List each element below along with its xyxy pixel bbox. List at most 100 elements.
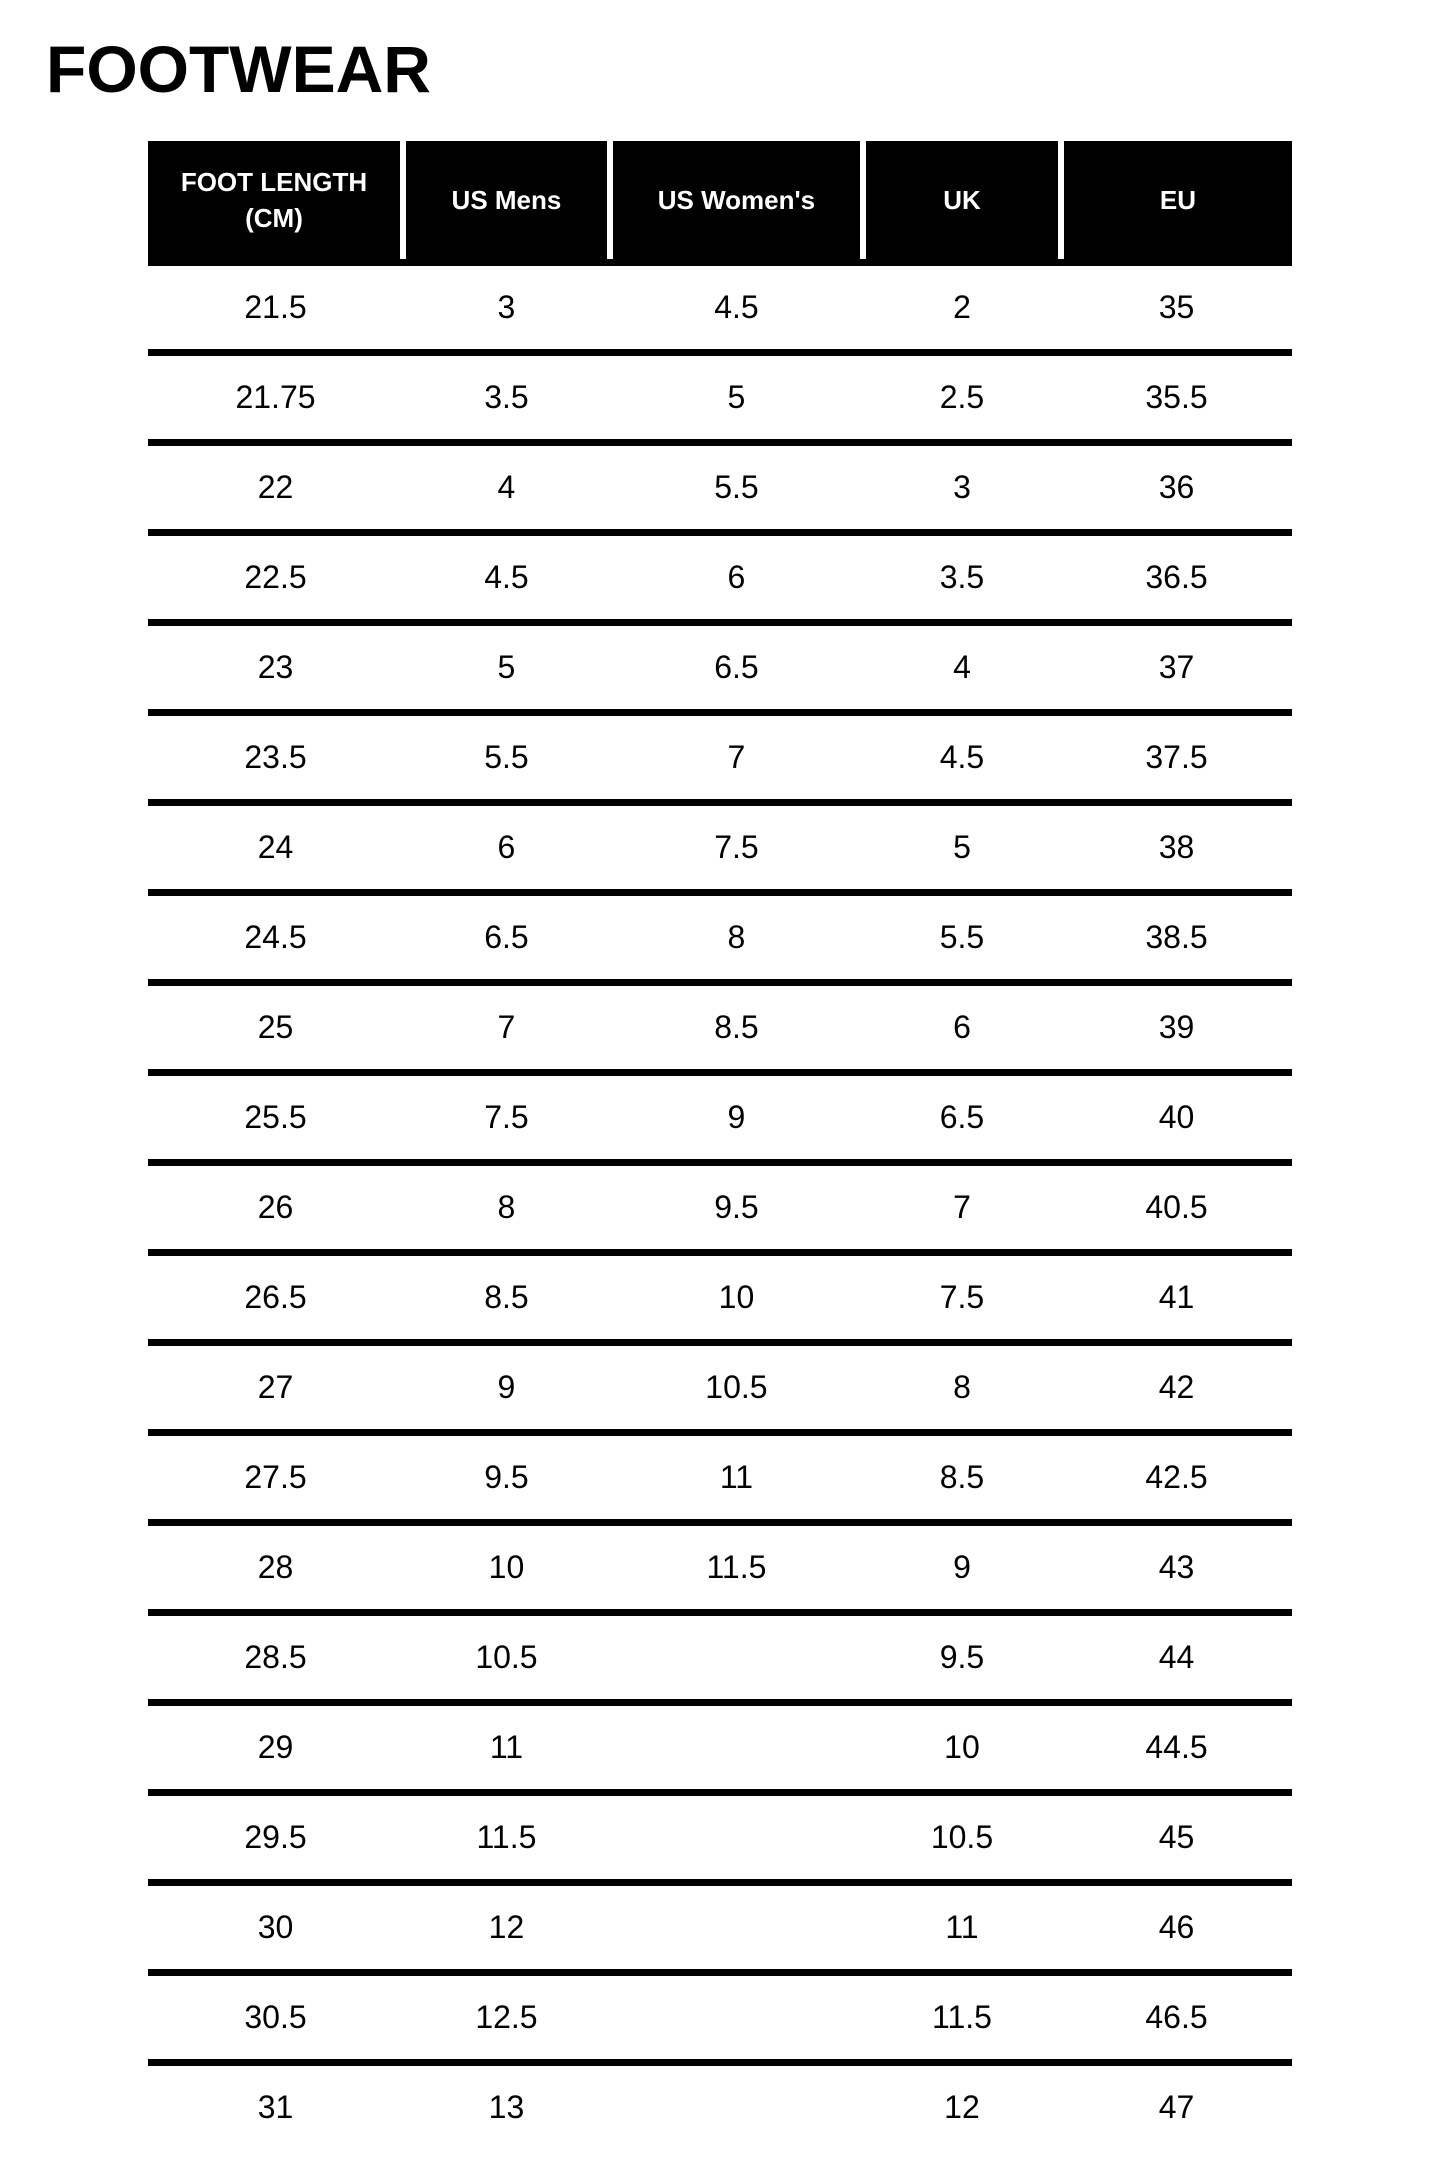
table-body: 21.5 3 4.5 2 35 21.75 3.5 5 2.5 35.5 22 4 5.5 3 36 22.5… <box>148 259 1292 2149</box>
column-header-us-mens: US Mens <box>399 141 610 264</box>
table-cell: 6 <box>402 799 610 893</box>
table-cell: 29.5 <box>148 1789 403 1883</box>
table-row: 25.5 7.5 9 6.5 40 <box>148 1069 1292 1163</box>
table-cell: 8.5 <box>402 1249 610 1343</box>
table-cell <box>609 1969 863 2063</box>
table-cell: 2 <box>862 259 1061 353</box>
table-cell: 42 <box>1060 1339 1292 1433</box>
table-cell: 11 <box>609 1429 863 1523</box>
table-row: 22 4 5.5 3 36 <box>148 439 1292 533</box>
table-cell: 44.5 <box>1060 1699 1292 1793</box>
table-row: 27 9 10.5 8 42 <box>148 1339 1292 1433</box>
table-cell: 43 <box>1060 1519 1292 1613</box>
table-cell: 9 <box>862 1519 1061 1613</box>
table-cell <box>609 2059 863 2149</box>
table-cell: 7.5 <box>402 1069 610 1163</box>
table-row: 31 13 12 47 <box>148 2059 1292 2149</box>
table-cell: 3 <box>862 439 1061 533</box>
table-cell: 37.5 <box>1060 709 1292 803</box>
table-row: 21.75 3.5 5 2.5 35.5 <box>148 349 1292 443</box>
table-cell: 10.5 <box>402 1609 610 1703</box>
table-cell: 4.5 <box>609 259 863 353</box>
table-cell: 36 <box>1060 439 1292 533</box>
table-cell: 28 <box>148 1519 403 1613</box>
table-cell: 42.5 <box>1060 1429 1292 1523</box>
table-cell: 4 <box>862 619 1061 713</box>
table-header: FOOT LENGTH (CM) US Mens US Women's UK E… <box>148 141 1292 264</box>
table-cell: 7 <box>402 979 610 1073</box>
column-header-uk: UK <box>859 141 1061 264</box>
table-cell: 44 <box>1060 1609 1292 1703</box>
table-cell: 6.5 <box>402 889 610 983</box>
column-header-eu: EU <box>1057 141 1292 264</box>
table-cell: 27 <box>148 1339 403 1433</box>
table-cell: 8.5 <box>609 979 863 1073</box>
table-row: 29 11 10 44.5 <box>148 1699 1292 1793</box>
table-cell: 39 <box>1060 979 1292 1073</box>
table-cell: 11.5 <box>402 1789 610 1883</box>
table-row: 26.5 8.5 10 7.5 41 <box>148 1249 1292 1343</box>
table-cell: 10 <box>609 1249 863 1343</box>
table-cell: 35.5 <box>1060 349 1292 443</box>
table-cell: 4 <box>402 439 610 533</box>
table-cell: 40 <box>1060 1069 1292 1163</box>
table-row: 21.5 3 4.5 2 35 <box>148 259 1292 353</box>
table-cell: 26.5 <box>148 1249 403 1343</box>
table-cell: 30 <box>148 1879 403 1973</box>
column-header-us-womens: US Women's <box>606 141 863 264</box>
table-cell: 5 <box>609 349 863 443</box>
table-cell: 2.5 <box>862 349 1061 443</box>
table-row: 28 10 11.5 9 43 <box>148 1519 1292 1613</box>
table-row: 22.5 4.5 6 3.5 36.5 <box>148 529 1292 623</box>
table-cell: 5.5 <box>862 889 1061 983</box>
table-row: 24.5 6.5 8 5.5 38.5 <box>148 889 1292 983</box>
table-cell: 3.5 <box>402 349 610 443</box>
table-cell: 38 <box>1060 799 1292 893</box>
table-cell: 36.5 <box>1060 529 1292 623</box>
table-cell: 3 <box>402 259 610 353</box>
column-header-foot-length-cm: FOOT LENGTH (CM) <box>148 141 403 264</box>
table-cell: 25.5 <box>148 1069 403 1163</box>
table-cell: 11.5 <box>862 1969 1061 2063</box>
table-row: 28.5 10.5 9.5 44 <box>148 1609 1292 1703</box>
table-cell: 11 <box>862 1879 1061 1973</box>
table-cell: 4.5 <box>862 709 1061 803</box>
table-cell: 12 <box>402 1879 610 1973</box>
table-cell: 46 <box>1060 1879 1292 1973</box>
table-cell: 37 <box>1060 619 1292 713</box>
table-cell: 46.5 <box>1060 1969 1292 2063</box>
table-cell: 5.5 <box>609 439 863 533</box>
table-cell <box>609 1789 863 1883</box>
table-cell: 12 <box>862 2059 1061 2149</box>
table-cell: 30.5 <box>148 1969 403 2063</box>
table-cell: 13 <box>402 2059 610 2149</box>
table-cell: 45 <box>1060 1789 1292 1883</box>
table-row: 30.5 12.5 11.5 46.5 <box>148 1969 1292 2063</box>
table-cell: 24 <box>148 799 403 893</box>
table-cell: 23 <box>148 619 403 713</box>
table-cell: 47 <box>1060 2059 1292 2149</box>
table-cell: 5.5 <box>402 709 610 803</box>
table-cell: 28.5 <box>148 1609 403 1703</box>
table-cell: 9.5 <box>402 1429 610 1523</box>
table-cell: 6 <box>862 979 1061 1073</box>
table-cell <box>609 1609 863 1703</box>
table-cell: 11.5 <box>609 1519 863 1613</box>
table-cell: 7.5 <box>862 1249 1061 1343</box>
table-row: 23.5 5.5 7 4.5 37.5 <box>148 709 1292 803</box>
table-cell: 8 <box>609 889 863 983</box>
table-cell: 25 <box>148 979 403 1073</box>
table-cell: 6 <box>609 529 863 623</box>
table-cell: 9 <box>609 1069 863 1163</box>
table-cell: 3.5 <box>862 529 1061 623</box>
table-cell: 10 <box>862 1699 1061 1793</box>
table-cell: 9 <box>402 1339 610 1433</box>
table-row: 27.5 9.5 11 8.5 42.5 <box>148 1429 1292 1523</box>
page-title: FOOTWEAR <box>46 32 431 106</box>
table-cell: 5 <box>402 619 610 713</box>
table-header-row: FOOT LENGTH (CM) US Mens US Women's UK E… <box>148 141 1292 264</box>
table-cell: 7 <box>609 709 863 803</box>
table-cell: 4.5 <box>402 529 610 623</box>
table-row: 30 12 11 46 <box>148 1879 1292 1973</box>
table-cell: 6.5 <box>609 619 863 713</box>
